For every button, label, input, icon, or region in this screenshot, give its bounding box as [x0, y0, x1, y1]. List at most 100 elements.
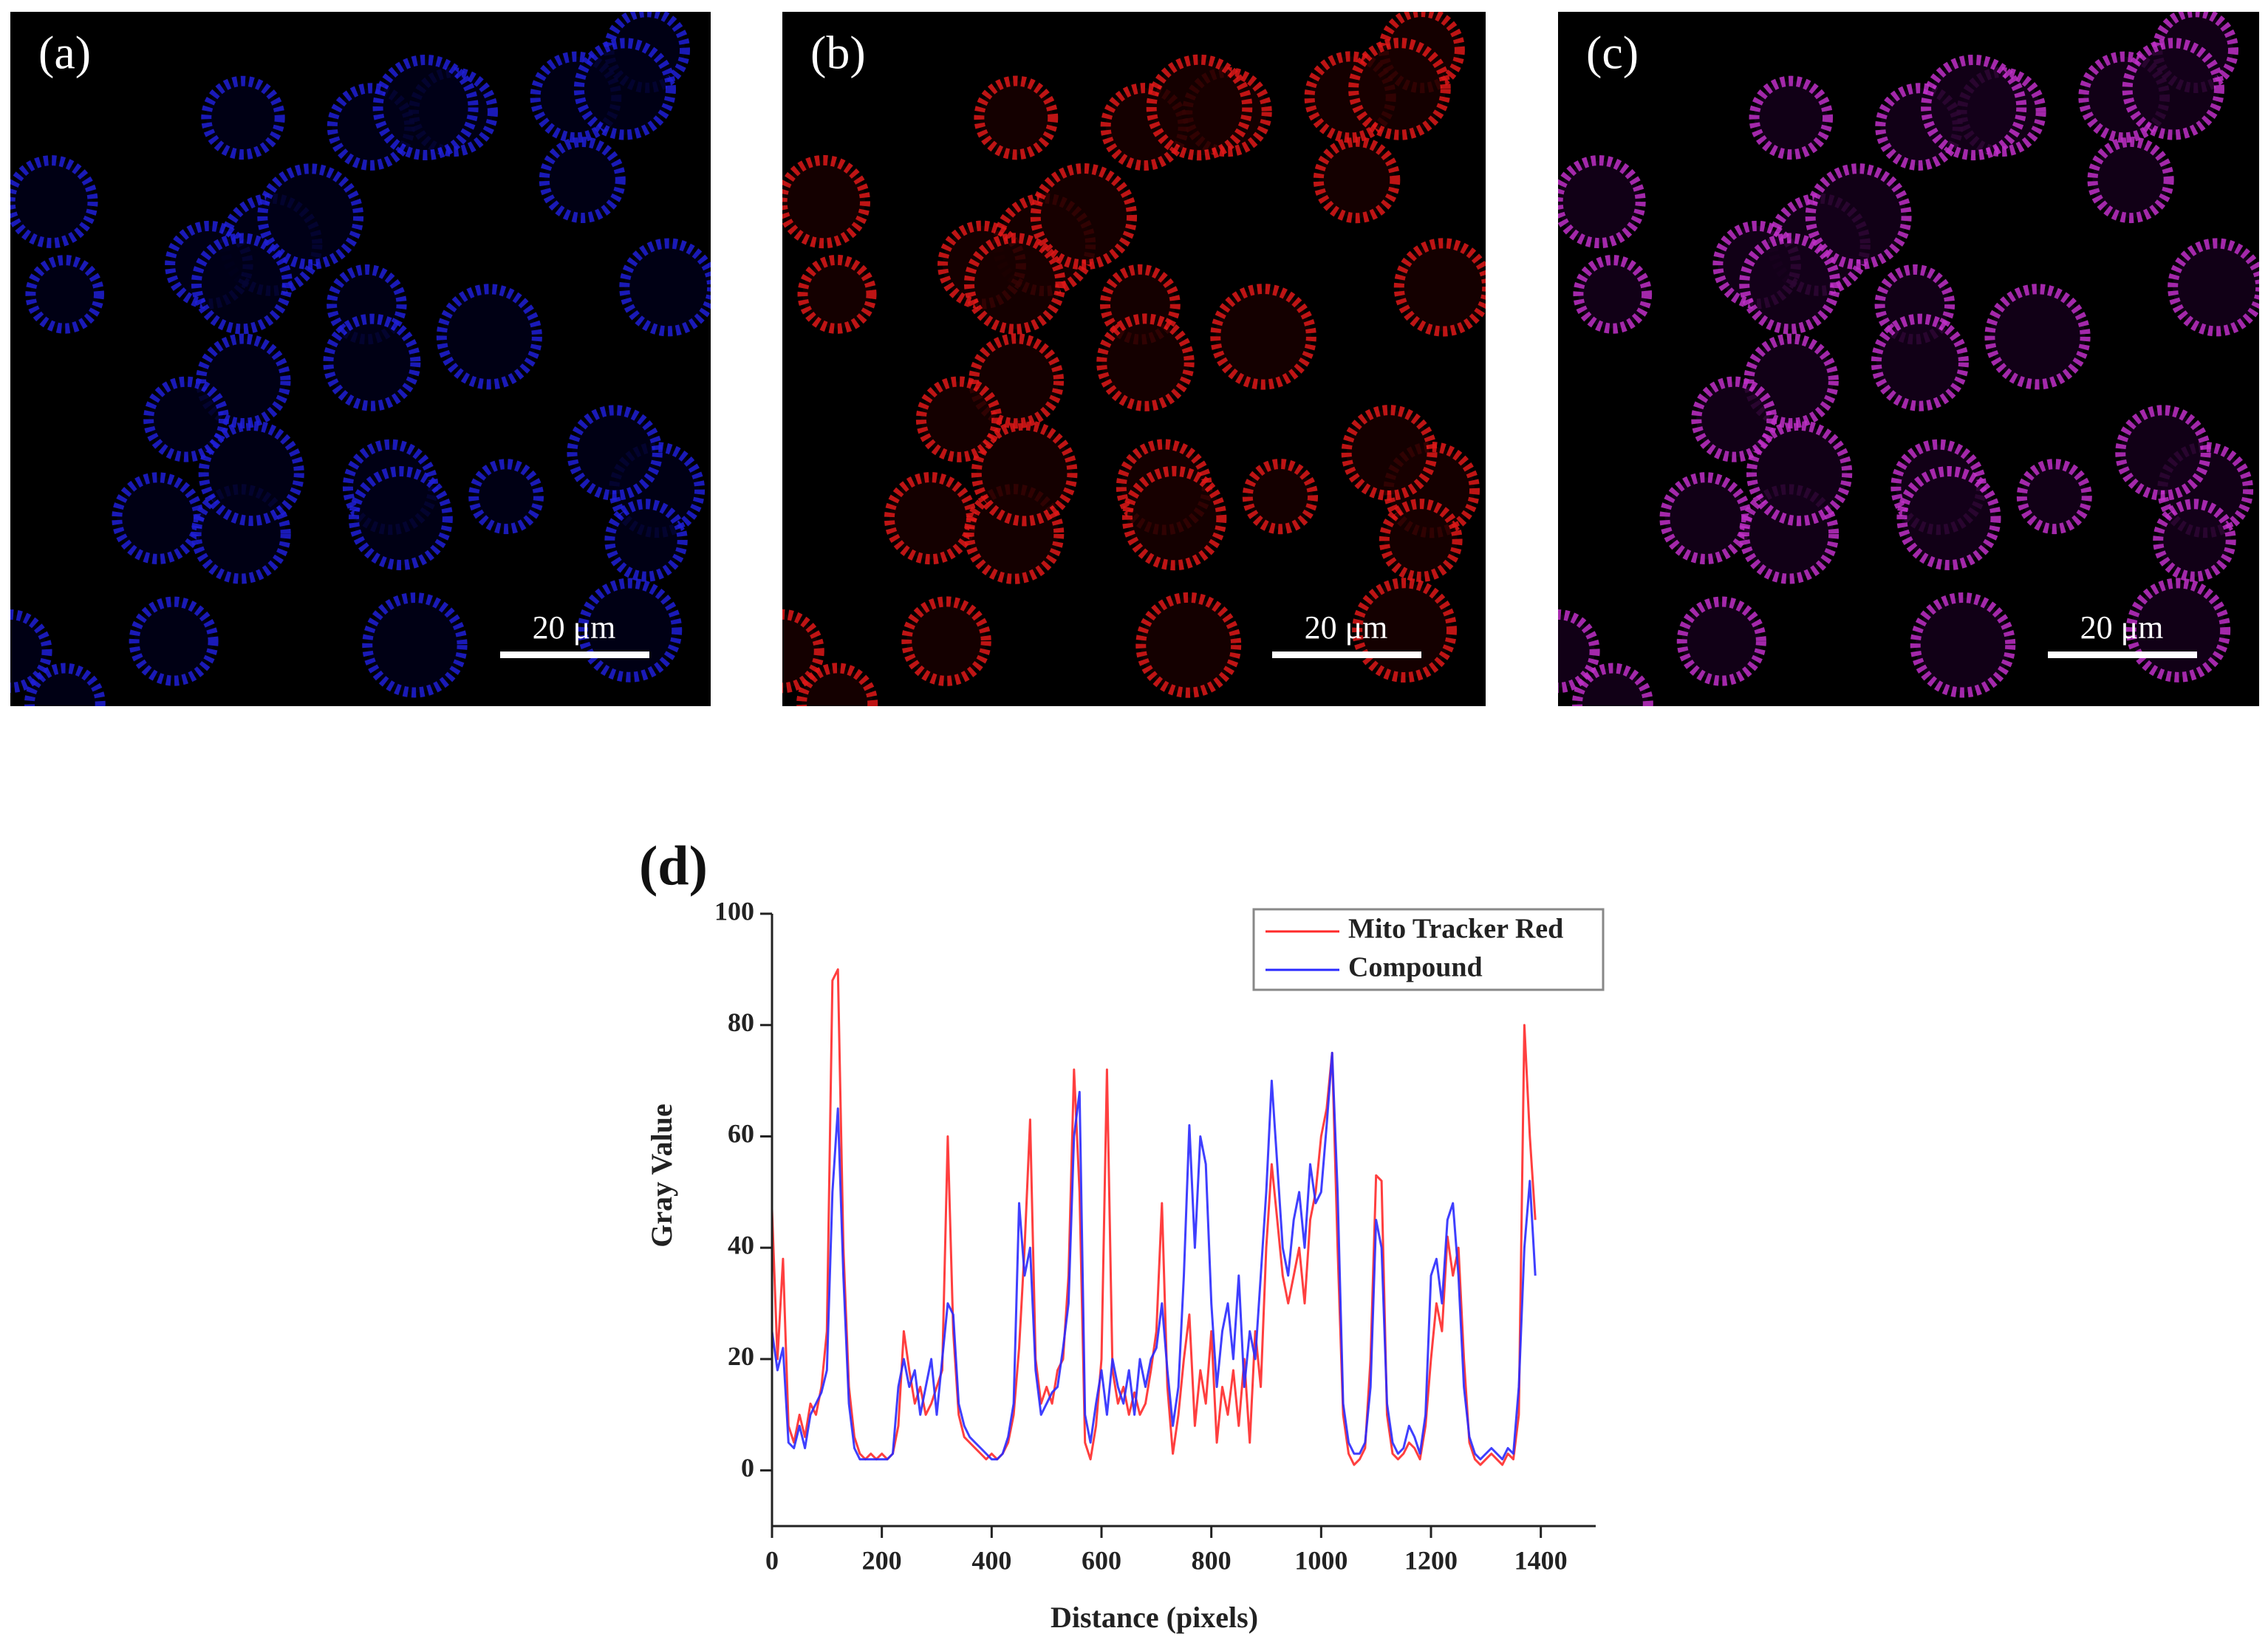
cell — [963, 233, 1066, 335]
cell — [1739, 233, 1841, 335]
cell — [604, 499, 688, 582]
x-tick-label: 1200 — [1404, 1545, 1458, 1575]
x-tick-label: 800 — [1192, 1545, 1232, 1575]
cell — [974, 75, 1059, 160]
micrograph-panel: (a) 20 μm — [10, 12, 711, 706]
cells — [1558, 12, 2259, 706]
data-line — [771, 1051, 1537, 1461]
cell — [2153, 499, 2236, 582]
cell — [1146, 54, 1253, 161]
cells — [782, 12, 1486, 706]
cell — [1348, 38, 1451, 140]
data-line — [771, 968, 1537, 1466]
cell — [436, 284, 542, 390]
cell — [201, 75, 285, 160]
x-tick-label: 200 — [862, 1545, 902, 1575]
cell — [191, 233, 293, 335]
cell — [362, 592, 468, 698]
cell — [1984, 284, 2091, 390]
cell — [1379, 499, 1463, 582]
cell — [1572, 663, 1653, 706]
panel-label: (b) — [810, 27, 866, 79]
cell — [2122, 38, 2224, 140]
y-axis-title: Gray Value — [645, 1104, 678, 1247]
panel-label: (c) — [1586, 27, 1639, 79]
cell — [1871, 313, 1969, 411]
cell — [1896, 465, 2001, 571]
cell — [1313, 136, 1401, 224]
x-axis-title: Distance (pixels) — [1051, 1601, 1258, 1634]
cell — [1242, 459, 1319, 535]
cell — [782, 609, 824, 694]
cell — [25, 255, 104, 334]
legend-box — [1252, 908, 1605, 991]
cell — [143, 376, 230, 462]
cell — [2016, 459, 2092, 535]
cell — [372, 55, 479, 161]
panel-label: (a) — [38, 27, 91, 79]
y-tick-label: 100 — [714, 896, 754, 926]
cell — [2168, 238, 2259, 337]
cell — [1921, 54, 2027, 161]
cell — [1341, 405, 1438, 501]
x-tick-label: 0 — [765, 1545, 779, 1575]
cell — [257, 163, 364, 270]
cells — [10, 12, 711, 706]
cell — [10, 609, 52, 694]
cell — [971, 420, 1078, 527]
scale-bar — [500, 651, 649, 658]
x-tick-label: 1400 — [1514, 1545, 1568, 1575]
cell — [1676, 596, 1766, 686]
micrograph-panel: (b) 20 μm — [782, 12, 1486, 706]
cell — [1558, 609, 1600, 694]
cell — [796, 663, 878, 706]
x-tick-label: 400 — [971, 1545, 1011, 1575]
cell — [112, 472, 204, 564]
y-tick-label: 20 — [728, 1341, 754, 1371]
cell — [884, 472, 977, 565]
cell — [915, 376, 1003, 462]
cell — [1805, 163, 1912, 270]
cell — [1910, 592, 2016, 698]
cell — [10, 155, 98, 249]
cell — [619, 238, 711, 337]
y-tick-label: 80 — [728, 1008, 754, 1037]
cell — [1558, 155, 1646, 249]
cell — [129, 596, 219, 686]
cell — [1691, 376, 1777, 462]
cell — [1096, 313, 1195, 411]
cell — [1030, 163, 1138, 270]
legend-label: Compound — [1348, 952, 1483, 983]
cell — [2115, 405, 2211, 501]
cell — [1573, 255, 1653, 334]
cell — [1393, 238, 1486, 337]
scale-bar — [2048, 651, 2197, 658]
cell — [2087, 136, 2174, 224]
cell — [198, 420, 304, 527]
cell — [1121, 465, 1227, 571]
cell — [573, 38, 676, 140]
x-tick-label: 600 — [1082, 1545, 1121, 1575]
cell — [539, 136, 626, 224]
scale-bar-label: 20 μm — [533, 609, 616, 646]
x-tick-label: 1000 — [1294, 1545, 1348, 1575]
y-tick-label: 60 — [728, 1119, 754, 1149]
cell — [1135, 592, 1242, 698]
cell — [782, 154, 870, 249]
cell — [323, 313, 421, 411]
scale-bar-label: 20 μm — [1305, 609, 1388, 646]
y-tick-label: 40 — [728, 1230, 754, 1259]
micrograph-panel: (c) 20 μm — [1558, 12, 2259, 706]
cell — [567, 405, 663, 501]
scale-bar-label: 20 μm — [2080, 609, 2164, 646]
cell — [1210, 284, 1316, 390]
cell — [1749, 75, 1834, 160]
legend: Mito Tracker Red Compound — [1252, 908, 1605, 991]
cell — [468, 459, 544, 535]
cell — [1659, 472, 1752, 564]
cell — [797, 254, 877, 334]
legend-label: Mito Tracker Red — [1348, 914, 1563, 945]
cell — [24, 663, 106, 706]
